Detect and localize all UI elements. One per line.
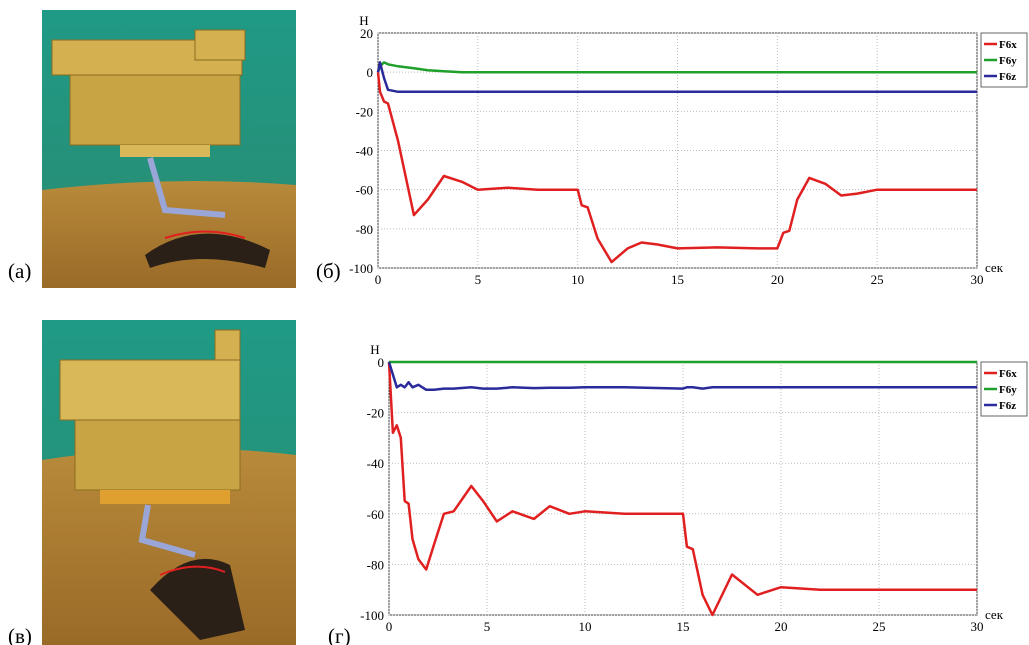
legend-label: F6z: [999, 400, 1016, 412]
x-tick-label: 15: [677, 619, 690, 634]
panel-label: (б): [316, 259, 341, 283]
x-tick-label: 15: [671, 272, 684, 287]
x-tick-label: 30: [971, 272, 984, 287]
x-tick-label: 5: [475, 272, 482, 287]
x-tick-label: 10: [579, 619, 592, 634]
legend-label: F6z: [999, 71, 1016, 83]
render-b: [42, 320, 296, 645]
legend-label: F6y: [999, 384, 1017, 396]
y-tick-label: -40: [367, 456, 384, 471]
legend-label: F6y: [999, 55, 1017, 67]
figure: (а) (б) (в) (г) -100 -80 -60 -40 -20 0 20 0 5 10 1…: [0, 0, 1029, 645]
y-tick-label: -40: [356, 144, 373, 159]
y-tick-label: -80: [367, 557, 384, 572]
x-tick-label: 10: [571, 272, 584, 287]
panel-label: (в): [8, 624, 32, 645]
y-tick-label: 0: [378, 355, 385, 370]
panel-label: (г): [328, 624, 351, 645]
y-axis-label: Н: [359, 13, 368, 28]
y-tick-label: -60: [367, 507, 384, 522]
x-tick-label: 25: [871, 272, 884, 287]
x-tick-label: 25: [873, 619, 886, 634]
y-tick-label: -100: [360, 608, 384, 623]
x-axis-label: сек: [985, 607, 1004, 622]
x-tick-label: 5: [484, 619, 491, 634]
x-tick-label: 30: [971, 619, 984, 634]
legend-label: F6x: [999, 39, 1017, 51]
y-tick-label: -80: [356, 222, 373, 237]
legend-label: F6x: [999, 368, 1017, 380]
y-tick-label: -60: [356, 183, 373, 198]
x-tick-label: 20: [775, 619, 788, 634]
panel-label: (а): [8, 259, 31, 283]
y-tick-label: -100: [349, 261, 373, 276]
y-tick-label: -20: [356, 104, 373, 119]
render-a: [42, 10, 296, 288]
y-tick-label: 0: [367, 65, 374, 80]
x-axis-label: сек: [985, 260, 1004, 275]
y-axis-label: Н: [370, 342, 379, 357]
y-tick-label: -20: [367, 406, 384, 421]
x-tick-label: 0: [375, 272, 382, 287]
x-tick-label: 0: [386, 619, 393, 634]
x-tick-label: 20: [771, 272, 784, 287]
y-tick-label: 20: [360, 26, 373, 41]
